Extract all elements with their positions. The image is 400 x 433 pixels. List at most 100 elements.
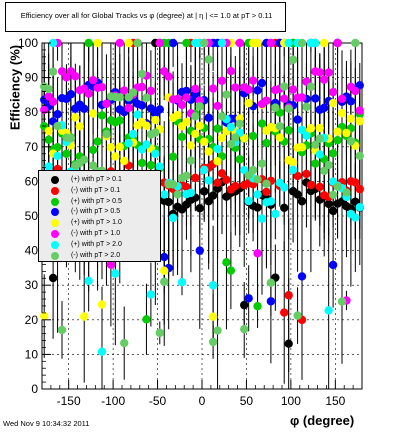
- data-point: [195, 204, 204, 213]
- data-point: [137, 82, 147, 92]
- data-point: [231, 133, 240, 142]
- data-point: [93, 137, 102, 146]
- data-point: [262, 187, 271, 197]
- data-point: [217, 112, 227, 121]
- data-point: [191, 129, 200, 138]
- data-point: [80, 155, 89, 164]
- data-point: [213, 184, 222, 193]
- data-point: [186, 156, 196, 165]
- data-point: [102, 129, 111, 139]
- data-point: [213, 178, 222, 187]
- legend-label: (+) with pT > 1.0: [71, 219, 122, 227]
- data-point: [93, 38, 102, 48]
- data-point: [346, 97, 356, 106]
- legend-entry: (+) with pT > 2.0: [39, 240, 159, 250]
- x-tick-label: -150: [57, 394, 81, 408]
- data-point: [355, 151, 364, 161]
- data-point: [253, 301, 262, 311]
- data-point: [200, 187, 209, 196]
- data-point: [231, 181, 240, 191]
- data-point: [208, 191, 218, 200]
- data-point: [280, 82, 289, 91]
- data-point: [217, 76, 227, 85]
- data-point: [213, 157, 222, 166]
- data-point: [253, 86, 262, 95]
- data-point: [155, 162, 164, 171]
- y-tick-label: 100: [18, 36, 38, 50]
- data-point: [306, 180, 316, 190]
- data-point: [57, 325, 67, 335]
- data-point: [177, 100, 187, 110]
- legend-label: (+) with pT > 0.5: [71, 197, 122, 205]
- data-point: [320, 75, 329, 84]
- data-point: [253, 38, 262, 48]
- data-point: [293, 115, 302, 124]
- data-point: [142, 121, 151, 130]
- data-point: [311, 140, 320, 149]
- data-point: [48, 97, 58, 106]
- data-point: [266, 197, 276, 206]
- data-point: [306, 124, 316, 133]
- data-point: [262, 96, 271, 105]
- data-point: [191, 84, 200, 94]
- x-tick-label: -100: [101, 394, 125, 408]
- data-point: [120, 338, 129, 348]
- data-point: [115, 38, 124, 48]
- legend-label: (+) with pT > 2.0: [71, 240, 122, 248]
- data-point: [324, 68, 333, 77]
- legend-marker: [51, 186, 59, 195]
- x-tick-label: 100: [281, 394, 301, 408]
- data-point: [324, 306, 333, 315]
- data-point: [53, 110, 62, 119]
- data-point: [280, 203, 289, 212]
- data-point: [337, 108, 347, 118]
- y-tick-label: 70: [25, 140, 39, 154]
- data-point: [253, 249, 262, 258]
- data-point: [355, 184, 364, 194]
- data-point: [337, 297, 347, 306]
- data-point: [217, 169, 227, 178]
- data-point: [186, 188, 196, 198]
- data-point: [115, 142, 124, 152]
- data-point: [160, 266, 169, 275]
- data-point: [204, 176, 213, 185]
- data-point: [280, 183, 289, 192]
- data-point: [111, 152, 120, 161]
- data-point: [262, 138, 271, 148]
- legend-marker: [51, 230, 59, 238]
- data-point: [244, 85, 253, 94]
- legend-marker: [51, 208, 59, 217]
- legend-entry: (-) with pT > 1.0: [39, 229, 159, 239]
- y-tick-label: 10: [25, 347, 39, 361]
- data-point: [208, 312, 218, 321]
- data-point: [191, 173, 200, 183]
- data-point: [48, 273, 58, 283]
- data-point: [200, 165, 209, 175]
- data-point: [164, 197, 173, 207]
- data-point: [62, 73, 71, 82]
- data-point: [275, 133, 284, 142]
- legend-entry: (+) with pT > 0.5: [39, 197, 159, 207]
- data-point: [146, 86, 156, 96]
- legend: (+) with pT > 0.1 (-) with pT > 0.1 (+) wi…: [38, 170, 161, 262]
- data-point: [315, 150, 324, 159]
- data-point: [324, 199, 333, 209]
- data-point: [351, 213, 360, 222]
- chart-title-box: Efficiency over all for Global Tracks vs…: [5, 2, 286, 32]
- data-point: [146, 160, 156, 170]
- data-point: [248, 165, 258, 175]
- data-point: [173, 190, 182, 199]
- data-point: [44, 162, 53, 171]
- data-point: [280, 308, 289, 317]
- x-axis-label: φ (degree): [290, 413, 355, 428]
- data-point: [288, 158, 298, 167]
- data-point: [226, 266, 236, 275]
- legend-marker: [51, 219, 59, 228]
- data-point: [84, 276, 93, 286]
- data-point: [66, 134, 76, 143]
- data-point: [213, 124, 222, 133]
- data-point: [293, 171, 302, 181]
- data-point: [137, 101, 147, 110]
- data-point: [240, 324, 249, 334]
- data-point: [257, 159, 267, 168]
